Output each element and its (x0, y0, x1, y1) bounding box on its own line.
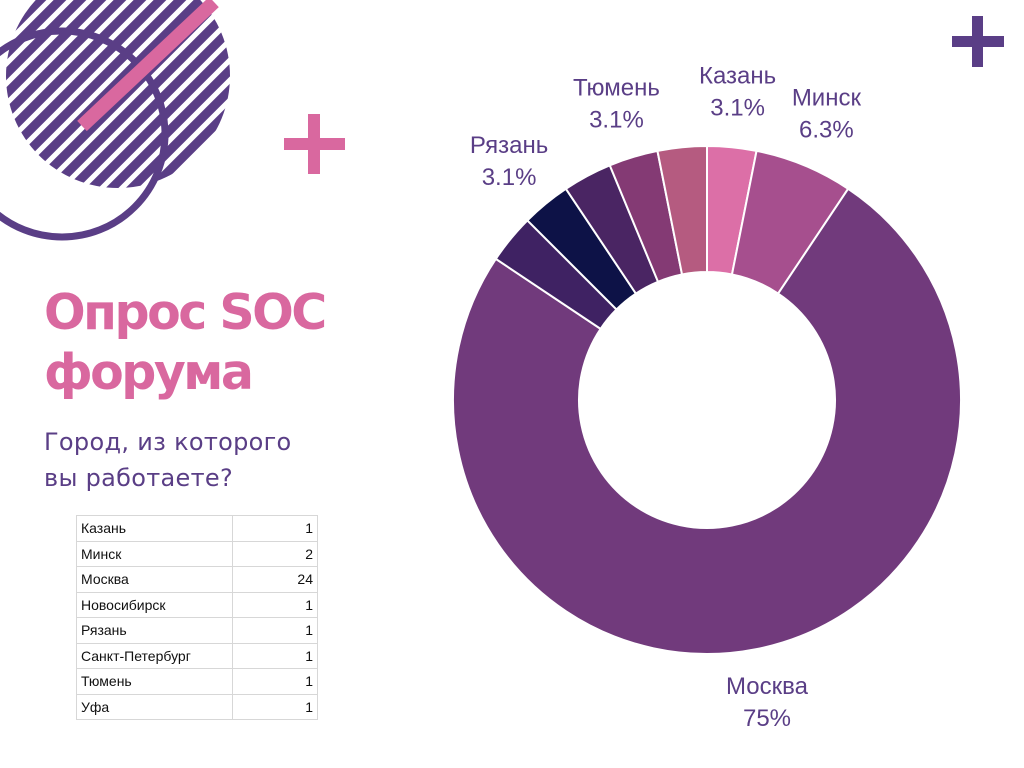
table-cell-count: 1 (232, 591, 318, 618)
table-cell-city: Минск (75, 540, 234, 567)
slice-label-name: Москва (726, 673, 809, 700)
slice-label-name: Тюмень (573, 74, 660, 101)
donut-labels: Казань 3.1% Минск 6.3%Москва 75%Рязань 3.1%Тю… (470, 63, 862, 732)
donut-slice (452, 187, 962, 655)
table-cell-city: Тюмень (75, 668, 234, 695)
table-row: Уфа 1 (75, 693, 318, 720)
page-title: Опрос SOC форума (44, 283, 327, 403)
table-cell-count: 1 (232, 515, 318, 542)
plus-icon-purple (952, 16, 1004, 67)
slice-label-percent: 75% (743, 705, 791, 732)
survey-question-line-2: вы работаете? (44, 464, 233, 492)
page-title-line-2: форума (44, 344, 254, 401)
table-cell-city: Санкт-Петербург (75, 642, 234, 669)
table-cell-city: Уфа (75, 693, 234, 720)
table-row: Казань 1 (75, 515, 318, 542)
table-row: Рязань 1 (75, 617, 318, 644)
page-title-line-1: Опрос SOC (44, 284, 327, 341)
table-row: Минск 2 (75, 540, 318, 567)
outline-circle (0, 27, 169, 241)
city-count-table: Казань 1 Минск 2 Москва 24 Новосибирск 1… (75, 515, 318, 720)
slice-label-percent: 3.1% (710, 95, 765, 122)
slice-label-percent: 3.1% (589, 106, 644, 133)
table-row: Санкт-Петербург 1 (75, 642, 318, 669)
slice-label: Казань 3.1% (699, 63, 776, 122)
table-cell-city: Казань (75, 515, 234, 542)
slice-label: Рязань 3.1% (470, 132, 548, 191)
donut-slices (452, 144, 962, 655)
plus-icon-pink (284, 114, 345, 174)
table-cell-city: Рязань (75, 617, 234, 644)
slice-label-name: Казань (699, 63, 776, 90)
slice-label-name: Рязань (470, 132, 548, 159)
survey-question: Город, из которого вы работаете? (44, 424, 292, 496)
table-row: Тюмень 1 (75, 668, 318, 695)
slice-label-percent: 6.3% (799, 117, 854, 144)
slice-label-percent: 3.1% (482, 164, 537, 191)
donut-slice (656, 144, 708, 276)
slice-label-name: Минск (792, 85, 862, 112)
table-row: Москва 24 (75, 566, 318, 593)
pink-diagonal-bar (77, 0, 219, 132)
table-cell-count: 1 (232, 693, 318, 720)
table-cell-count: 2 (232, 540, 318, 567)
striped-circle (6, 0, 230, 188)
slice-label: Тюмень 3.1% (573, 74, 660, 133)
table-cell-city: Москва (75, 566, 234, 593)
table-cell-count: 1 (232, 642, 318, 669)
survey-question-line-1: Город, из которого (44, 428, 292, 456)
table-cell-count: 24 (232, 566, 318, 593)
slice-label: Минск 6.3% (792, 85, 862, 144)
slice-label: Москва 75% (726, 673, 809, 732)
